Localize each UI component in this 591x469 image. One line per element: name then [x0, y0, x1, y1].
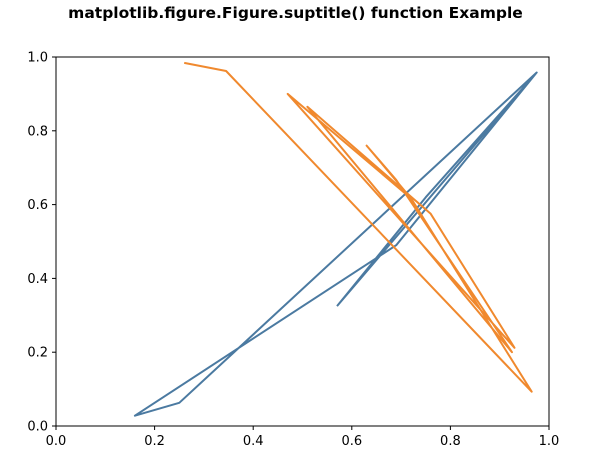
axes-frame	[55, 56, 550, 427]
y-tick-label: 0.6	[27, 198, 48, 213]
x-tick-label: 0.8	[440, 434, 461, 449]
y-tick-label: 0.0	[27, 420, 48, 435]
x-tick-label: 0.0	[46, 434, 67, 449]
x-axis: 0.0 0.2 0.4 0.6 0.8 1.0	[46, 426, 560, 449]
series-layer	[133, 61, 538, 417]
y-tick-label: 0.8	[27, 124, 48, 139]
y-tick-label: 0.4	[27, 272, 48, 287]
x-tick-label: 0.6	[341, 434, 362, 449]
y-tick-label: 1.0	[27, 51, 48, 66]
series-line-2	[184, 61, 533, 393]
x-tick-label: 1.0	[539, 434, 560, 449]
series-line-1	[133, 71, 538, 417]
chart-title: matplotlib.figure.Figure.suptitle() func…	[68, 4, 523, 22]
x-tick-label: 0.2	[144, 434, 165, 449]
x-tick-label: 0.4	[243, 434, 264, 449]
y-axis: 0.0 0.2 0.4 0.6 0.8 1.0	[27, 51, 56, 435]
y-tick-label: 0.2	[27, 346, 48, 361]
